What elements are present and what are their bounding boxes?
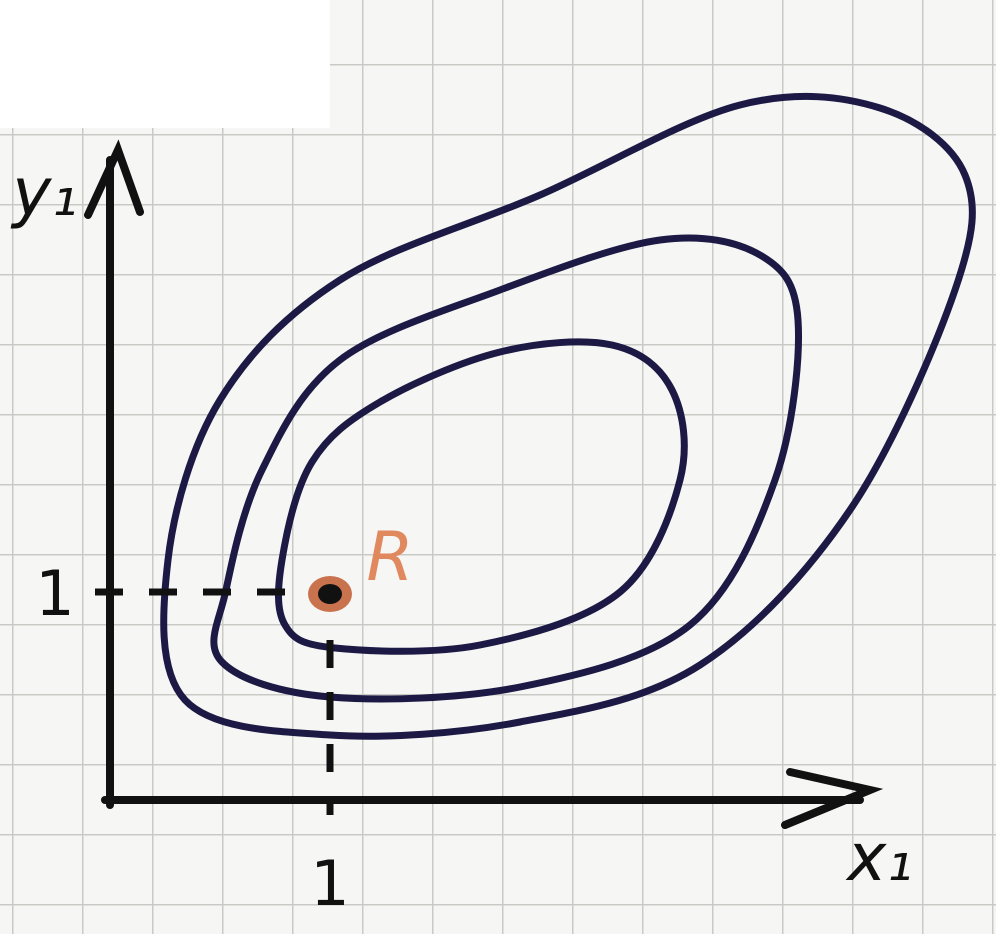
contour-line (274, 338, 688, 655)
contours (160, 92, 976, 740)
x-axis (101, 768, 884, 829)
point-label: R (366, 518, 413, 597)
y-tick-label: 1 (35, 557, 74, 630)
y-axis-label: y₁ (10, 154, 78, 231)
y-axis (84, 139, 144, 809)
x-tick-label: 1 (310, 847, 349, 920)
contour-line (210, 234, 802, 703)
x-axis-label: x₁ (845, 819, 913, 896)
blank-corner (0, 0, 330, 128)
point (318, 584, 342, 604)
contour-line (160, 92, 976, 740)
